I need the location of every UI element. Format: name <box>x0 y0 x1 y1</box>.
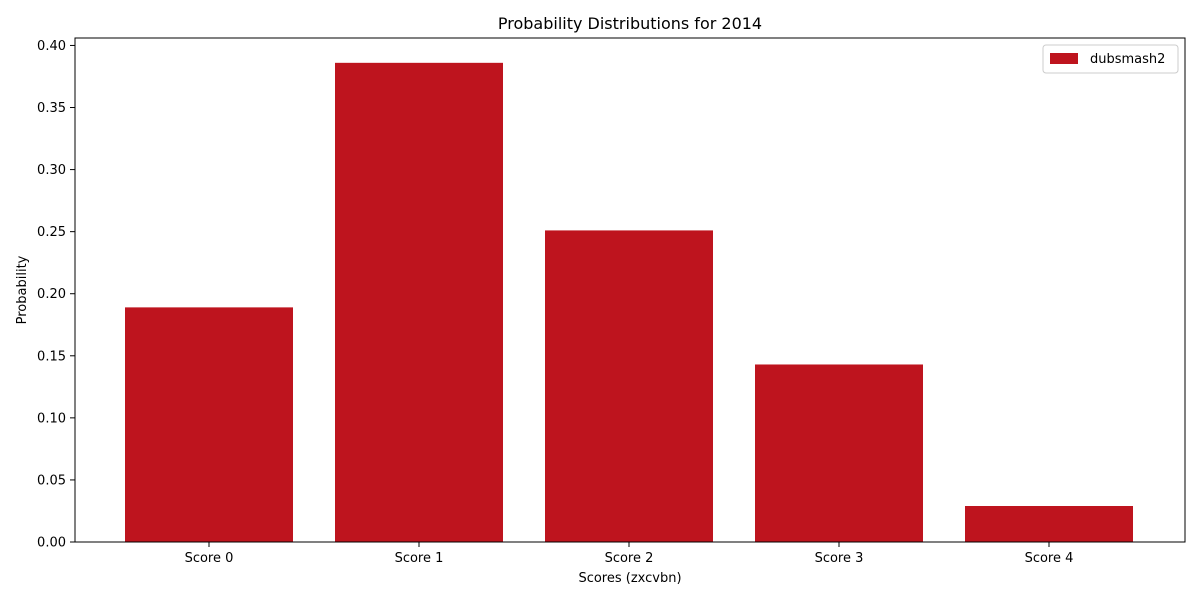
chart-title: Probability Distributions for 2014 <box>498 14 762 33</box>
y-tick-label-1: 0.05 <box>37 473 66 488</box>
bar-3 <box>755 364 923 542</box>
plot-frame <box>74 37 1186 543</box>
x-axis-label: Scores (zxcvbn) <box>578 571 681 586</box>
bar-2 <box>545 230 713 542</box>
y-tick-label-7: 0.35 <box>37 101 66 116</box>
legend-box <box>1042 44 1179 74</box>
bar-1 <box>335 62 503 543</box>
y-tick-label-3: 0.15 <box>37 349 66 364</box>
x-axis-ticks: Score 0 Score 1 Score 2 Score 3 Score 4 <box>185 542 1074 566</box>
x-tick-label-1: Score 1 <box>395 551 444 566</box>
y-tick-label-0: 0.00 <box>37 536 66 551</box>
legend-label: dubsmash2 <box>1090 52 1165 67</box>
bars-group <box>125 62 1133 543</box>
y-tick-label-6: 0.30 <box>37 163 66 178</box>
y-axis-ticks: 0.00 0.05 0.10 0.15 0.20 0.25 0.30 0.35 0.40 <box>37 39 75 551</box>
y-tick-label-2: 0.10 <box>37 411 66 426</box>
x-tick-label-2: Score 2 <box>605 551 654 566</box>
x-tick-label-0: Score 0 <box>185 551 234 566</box>
x-tick-label-3: Score 3 <box>815 551 864 566</box>
bar-0 <box>125 307 293 542</box>
y-tick-label-5: 0.25 <box>37 225 66 240</box>
legend: dubsmash2 <box>1042 44 1179 74</box>
y-axis-label: Probability <box>15 255 30 324</box>
bar-4 <box>965 506 1133 542</box>
legend-swatch <box>1050 53 1078 64</box>
x-tick-label-4: Score 4 <box>1025 551 1074 566</box>
y-tick-label-8: 0.40 <box>37 39 66 54</box>
y-tick-label-4: 0.20 <box>37 287 66 302</box>
